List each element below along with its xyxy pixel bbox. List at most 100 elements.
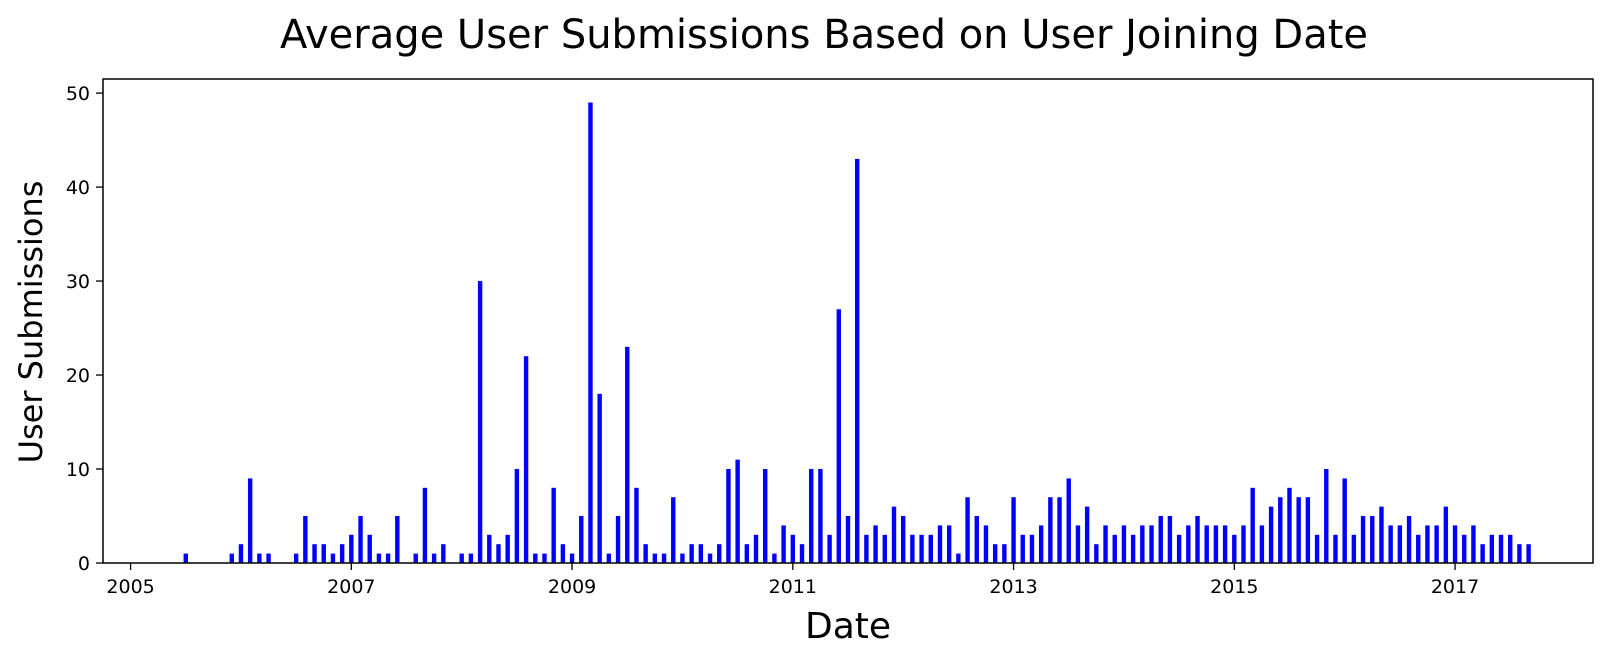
bar bbox=[1250, 487, 1255, 563]
bar bbox=[1462, 534, 1467, 563]
bar bbox=[579, 516, 584, 563]
bar bbox=[441, 544, 446, 563]
chart-title: Average User Submissions Based on User J… bbox=[280, 12, 1368, 58]
bar bbox=[1038, 525, 1044, 563]
x-axis: 2005 2007 2009 2011 2013 2015 2017 bbox=[106, 563, 1479, 598]
bar bbox=[1121, 525, 1127, 563]
y-tick-label: 30 bbox=[66, 271, 90, 293]
bar bbox=[413, 553, 418, 563]
bar bbox=[1084, 506, 1090, 563]
bar bbox=[1526, 544, 1531, 563]
bar bbox=[689, 544, 694, 563]
bar bbox=[634, 487, 639, 563]
bar bbox=[183, 553, 188, 563]
bar bbox=[1452, 525, 1458, 563]
bar bbox=[680, 553, 685, 563]
bar bbox=[928, 534, 933, 563]
bar bbox=[1425, 525, 1430, 563]
bar bbox=[1066, 478, 1071, 563]
bar bbox=[1176, 534, 1182, 563]
bar bbox=[1498, 534, 1504, 563]
bar bbox=[1388, 525, 1393, 563]
bar bbox=[772, 553, 777, 563]
bar bbox=[514, 469, 520, 563]
bar bbox=[303, 516, 308, 563]
bar bbox=[1103, 525, 1108, 563]
bar bbox=[1130, 534, 1136, 563]
bar bbox=[946, 525, 952, 563]
bar bbox=[312, 544, 317, 563]
bar bbox=[330, 553, 336, 563]
bar bbox=[422, 487, 428, 563]
bar bbox=[1517, 544, 1522, 563]
bar bbox=[818, 469, 823, 563]
bar bbox=[1406, 516, 1412, 563]
bar bbox=[588, 102, 593, 563]
bar bbox=[551, 487, 556, 563]
bar bbox=[965, 497, 970, 563]
bar bbox=[1278, 497, 1283, 563]
bar bbox=[1149, 525, 1154, 563]
bar bbox=[238, 544, 244, 563]
bar bbox=[1002, 544, 1007, 563]
bar bbox=[753, 534, 759, 563]
bar bbox=[459, 553, 464, 563]
y-tick-label: 40 bbox=[66, 177, 90, 199]
bar bbox=[1508, 534, 1513, 563]
bar bbox=[836, 309, 841, 563]
bar bbox=[799, 544, 805, 563]
y-tick-label: 20 bbox=[66, 365, 90, 387]
bar bbox=[790, 534, 796, 563]
bar bbox=[1434, 525, 1439, 563]
bar bbox=[1489, 534, 1495, 563]
bar bbox=[1379, 506, 1384, 563]
bar bbox=[735, 459, 740, 563]
bar bbox=[625, 346, 630, 563]
x-tick-label: 2017 bbox=[1431, 576, 1479, 598]
bar bbox=[257, 553, 262, 563]
bar bbox=[1029, 534, 1035, 563]
bar bbox=[1443, 506, 1449, 563]
bar bbox=[1268, 506, 1274, 563]
bar bbox=[873, 525, 878, 563]
bar bbox=[569, 553, 575, 563]
bar bbox=[1296, 497, 1301, 563]
bar bbox=[744, 544, 750, 563]
x-tick-label: 2009 bbox=[548, 576, 596, 598]
x-tick-label: 2013 bbox=[989, 576, 1037, 598]
bar bbox=[1140, 525, 1145, 563]
bar bbox=[1241, 525, 1246, 563]
bar bbox=[229, 553, 234, 563]
bar bbox=[910, 534, 915, 563]
bar bbox=[891, 506, 897, 563]
bar bbox=[1333, 534, 1338, 563]
bar bbox=[376, 553, 382, 563]
bar bbox=[367, 534, 372, 563]
bar bbox=[1011, 497, 1016, 563]
bar bbox=[1112, 534, 1117, 563]
bar bbox=[845, 516, 851, 563]
bar bbox=[542, 553, 547, 563]
bar bbox=[496, 544, 501, 563]
bar bbox=[1195, 516, 1200, 563]
bar bbox=[781, 525, 786, 563]
bar bbox=[717, 544, 722, 563]
bar bbox=[1232, 534, 1237, 563]
bar bbox=[855, 158, 860, 563]
bar bbox=[1075, 525, 1081, 563]
bar bbox=[339, 544, 345, 563]
bar bbox=[1324, 469, 1329, 563]
bar bbox=[937, 525, 943, 563]
bar bbox=[827, 534, 832, 563]
bar bbox=[1314, 534, 1320, 563]
bar bbox=[615, 516, 621, 563]
bar bbox=[1186, 525, 1191, 563]
x-axis-label: Date bbox=[805, 606, 891, 647]
bar bbox=[1094, 544, 1099, 563]
x-tick-label: 2015 bbox=[1210, 576, 1258, 598]
bar bbox=[431, 553, 437, 563]
bar bbox=[1342, 478, 1347, 563]
bar bbox=[919, 534, 924, 563]
bar bbox=[809, 469, 814, 563]
